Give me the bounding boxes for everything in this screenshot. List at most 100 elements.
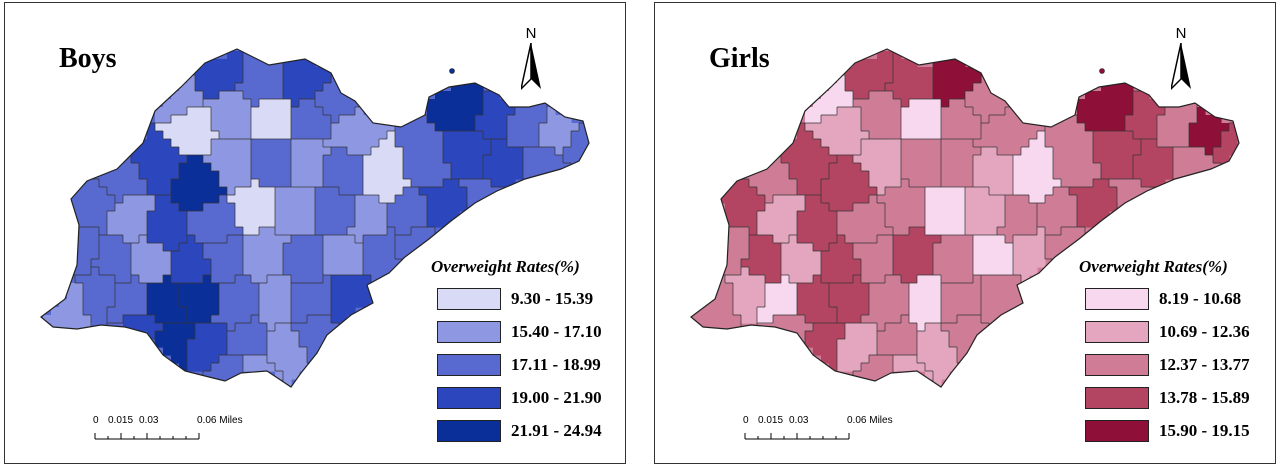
county-cell bbox=[957, 123, 966, 132]
county-cell bbox=[821, 315, 830, 324]
county-cell bbox=[869, 195, 878, 204]
county-cell bbox=[179, 99, 188, 108]
boys-province-map bbox=[40, 48, 590, 388]
county-cell bbox=[989, 227, 998, 236]
county-cell bbox=[965, 283, 974, 292]
county-cell bbox=[259, 243, 268, 252]
county-cell bbox=[1013, 171, 1022, 180]
county-cell bbox=[403, 243, 412, 252]
county-cell bbox=[997, 155, 1006, 164]
county-cell bbox=[339, 251, 348, 260]
county-cell bbox=[451, 115, 460, 124]
county-cell bbox=[1037, 195, 1046, 204]
legend-item: 15.90 - 19.15 bbox=[1079, 419, 1269, 443]
county-cell bbox=[123, 219, 132, 228]
county-cell bbox=[483, 123, 492, 132]
county-cell bbox=[227, 195, 236, 204]
county-cell bbox=[331, 291, 340, 300]
county-cell bbox=[997, 283, 1006, 292]
county-cell bbox=[853, 107, 862, 116]
county-cell bbox=[845, 75, 854, 84]
county-cell bbox=[235, 187, 244, 196]
county-cell bbox=[1085, 195, 1094, 204]
county-cell bbox=[885, 259, 894, 268]
county-cell bbox=[877, 75, 886, 84]
county-cell bbox=[829, 243, 838, 252]
county-cell bbox=[837, 155, 846, 164]
county-cell bbox=[171, 299, 180, 308]
county-cell bbox=[1157, 163, 1166, 172]
county-cell bbox=[893, 179, 902, 188]
county-cell bbox=[363, 243, 372, 252]
county-cell bbox=[821, 299, 830, 308]
county-cell bbox=[861, 355, 870, 364]
county-cell bbox=[499, 147, 508, 156]
county-cell bbox=[531, 147, 540, 156]
county-cell bbox=[981, 211, 990, 220]
county-cell bbox=[267, 163, 276, 172]
county-cell bbox=[733, 243, 742, 252]
county-cell bbox=[949, 315, 958, 324]
county-cell bbox=[837, 323, 846, 332]
county-cell bbox=[1045, 187, 1054, 196]
county-cell bbox=[475, 91, 484, 100]
county-cell bbox=[291, 211, 300, 220]
county-cell bbox=[411, 187, 420, 196]
county-cell bbox=[243, 291, 252, 300]
county-cell bbox=[147, 155, 156, 164]
county-cell bbox=[211, 115, 220, 124]
county-cell bbox=[299, 187, 308, 196]
county-cell bbox=[845, 323, 854, 332]
county-cell bbox=[909, 267, 918, 276]
county-cell bbox=[1141, 139, 1150, 148]
county-cell bbox=[467, 179, 476, 188]
county-cell bbox=[773, 315, 782, 324]
county-cell bbox=[163, 259, 172, 268]
county-cell bbox=[869, 371, 878, 380]
county-cell bbox=[893, 99, 902, 108]
county-cell bbox=[475, 163, 484, 172]
legend-swatch bbox=[437, 321, 501, 343]
county-cell bbox=[1045, 179, 1054, 188]
county-cell bbox=[339, 227, 348, 236]
county-cell bbox=[355, 243, 364, 252]
county-cell bbox=[99, 251, 108, 260]
county-cell bbox=[877, 291, 886, 300]
county-cell bbox=[571, 131, 580, 140]
county-cell bbox=[893, 163, 902, 172]
county-cell bbox=[917, 139, 926, 148]
county-cell bbox=[933, 371, 942, 380]
county-cell bbox=[1141, 171, 1150, 180]
county-cell bbox=[997, 299, 1006, 308]
county-cell bbox=[853, 355, 862, 364]
county-cell bbox=[227, 131, 236, 140]
county-cell bbox=[885, 219, 894, 228]
county-cell bbox=[973, 307, 982, 316]
county-cell bbox=[195, 291, 204, 300]
county-cell bbox=[107, 315, 116, 324]
county-cell bbox=[757, 235, 766, 244]
county-cell bbox=[195, 363, 204, 372]
county-cell bbox=[1085, 219, 1094, 228]
county-cell bbox=[821, 307, 830, 316]
county-cell bbox=[861, 235, 870, 244]
county-cell bbox=[917, 323, 926, 332]
county-cell bbox=[275, 179, 284, 188]
county-cell bbox=[909, 99, 918, 108]
county-cell bbox=[829, 259, 838, 268]
county-cell bbox=[885, 203, 894, 212]
county-cell bbox=[853, 187, 862, 196]
county-cell bbox=[1069, 115, 1078, 124]
county-cell bbox=[163, 283, 172, 292]
county-cell bbox=[1117, 139, 1126, 148]
county-cell bbox=[773, 299, 782, 308]
county-cell bbox=[75, 203, 84, 212]
county-cell bbox=[147, 131, 156, 140]
county-cell bbox=[973, 275, 982, 284]
county-cell bbox=[925, 171, 934, 180]
county-cell bbox=[483, 163, 492, 172]
legend-item: 15.40 - 17.10 bbox=[431, 320, 621, 344]
county-cell bbox=[299, 139, 308, 148]
county-cell bbox=[917, 187, 926, 196]
county-cell bbox=[1069, 211, 1078, 220]
